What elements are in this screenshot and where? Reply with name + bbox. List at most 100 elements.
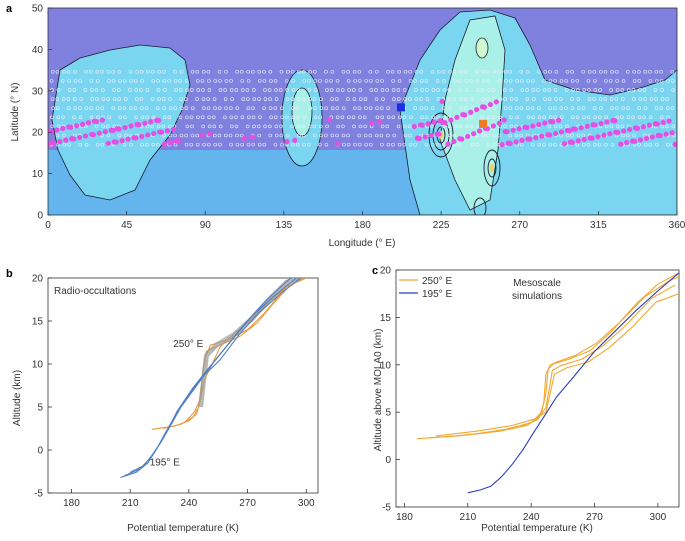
panel-a-ytick-label: 20 — [32, 128, 44, 139]
orange-square-marker — [479, 119, 488, 128]
white-dot — [62, 133, 66, 138]
white-dot — [286, 69, 290, 74]
white-dot — [475, 142, 480, 147]
white-dot — [441, 69, 446, 74]
white-dot — [318, 79, 322, 83]
white-dot — [173, 79, 178, 83]
magenta-dot — [145, 132, 151, 138]
white-dot — [346, 133, 350, 138]
magenta-dot — [519, 137, 525, 143]
white-dot — [587, 69, 592, 74]
white-dot — [129, 106, 133, 110]
white-dot — [424, 106, 428, 110]
white-dot — [659, 115, 664, 120]
white-dot — [257, 133, 262, 138]
white-dot — [570, 79, 575, 83]
white-dot — [351, 115, 356, 120]
white-dot — [185, 88, 189, 92]
white-dot — [402, 115, 407, 120]
white-dot — [362, 115, 367, 120]
white-dot — [144, 106, 149, 110]
white-dot — [62, 142, 67, 147]
white-dot — [230, 124, 234, 129]
white-dot — [168, 97, 172, 101]
white-dot — [291, 106, 295, 110]
white-dot — [554, 124, 558, 129]
white-dot — [649, 97, 654, 101]
white-dot — [397, 115, 402, 120]
white-dot — [55, 69, 60, 74]
panel-a-xtick-label: 45 — [121, 220, 133, 231]
magenta-dot — [369, 120, 375, 126]
white-dot — [515, 106, 519, 110]
white-dot — [295, 142, 300, 147]
white-dot — [312, 133, 317, 138]
white-dot — [100, 106, 104, 110]
white-dot — [207, 79, 211, 83]
white-dot — [100, 142, 105, 147]
white-dot — [268, 133, 273, 138]
magenta-dot — [134, 121, 140, 128]
white-dot — [458, 124, 463, 129]
panel-b-series-line — [163, 278, 303, 430]
white-dot — [191, 106, 195, 110]
white-dot — [251, 115, 256, 120]
white-dot — [353, 106, 357, 110]
white-dot — [341, 124, 345, 129]
white-dot — [235, 69, 239, 74]
white-dot — [273, 142, 278, 147]
panel-c-ytick-label: -5 — [382, 503, 391, 514]
white-dot — [117, 133, 122, 138]
white-dot — [273, 106, 278, 110]
white-dot — [637, 79, 642, 83]
white-dot — [643, 142, 648, 147]
white-dot — [78, 106, 82, 110]
magenta-dot — [660, 119, 666, 126]
magenta-dot — [630, 138, 636, 144]
white-dot — [341, 133, 346, 138]
white-dot — [228, 133, 233, 138]
magenta-dot — [167, 139, 174, 145]
white-dot — [638, 88, 642, 92]
panel-a-ytick-label: 50 — [32, 4, 44, 15]
white-dot — [526, 115, 531, 120]
white-dot — [363, 97, 368, 101]
white-dot — [375, 115, 380, 120]
white-dot — [122, 79, 127, 83]
white-dot — [531, 115, 535, 120]
magenta-dot — [431, 119, 437, 125]
white-dot — [195, 142, 200, 147]
white-dot — [379, 106, 384, 110]
white-dot — [542, 115, 547, 120]
white-dot — [50, 124, 55, 129]
white-dot — [414, 97, 419, 101]
white-dot — [84, 69, 88, 74]
magenta-dot — [445, 141, 451, 147]
white-dot — [95, 69, 100, 74]
white-dot — [89, 69, 93, 74]
white-dot — [156, 79, 160, 83]
white-dot — [207, 142, 211, 147]
white-dot — [497, 133, 501, 138]
panel-a-xtick-label: 315 — [590, 220, 607, 231]
magenta-dot — [513, 139, 519, 145]
white-dot — [481, 69, 486, 74]
white-dot — [369, 142, 373, 147]
white-dot — [184, 106, 189, 110]
white-dot — [124, 133, 128, 138]
white-dot — [470, 97, 474, 101]
white-dot — [509, 88, 513, 92]
white-dot — [459, 69, 463, 74]
white-dot — [212, 133, 217, 138]
white-dot — [358, 97, 363, 101]
white-dot — [402, 142, 406, 147]
white-dot — [430, 69, 435, 74]
white-dot — [178, 115, 183, 120]
white-dot — [480, 88, 485, 92]
white-dot — [49, 115, 54, 120]
white-dot — [515, 115, 520, 120]
white-dot — [73, 69, 77, 74]
white-dot — [625, 69, 630, 74]
white-dot — [106, 124, 110, 129]
white-dot — [274, 133, 279, 138]
